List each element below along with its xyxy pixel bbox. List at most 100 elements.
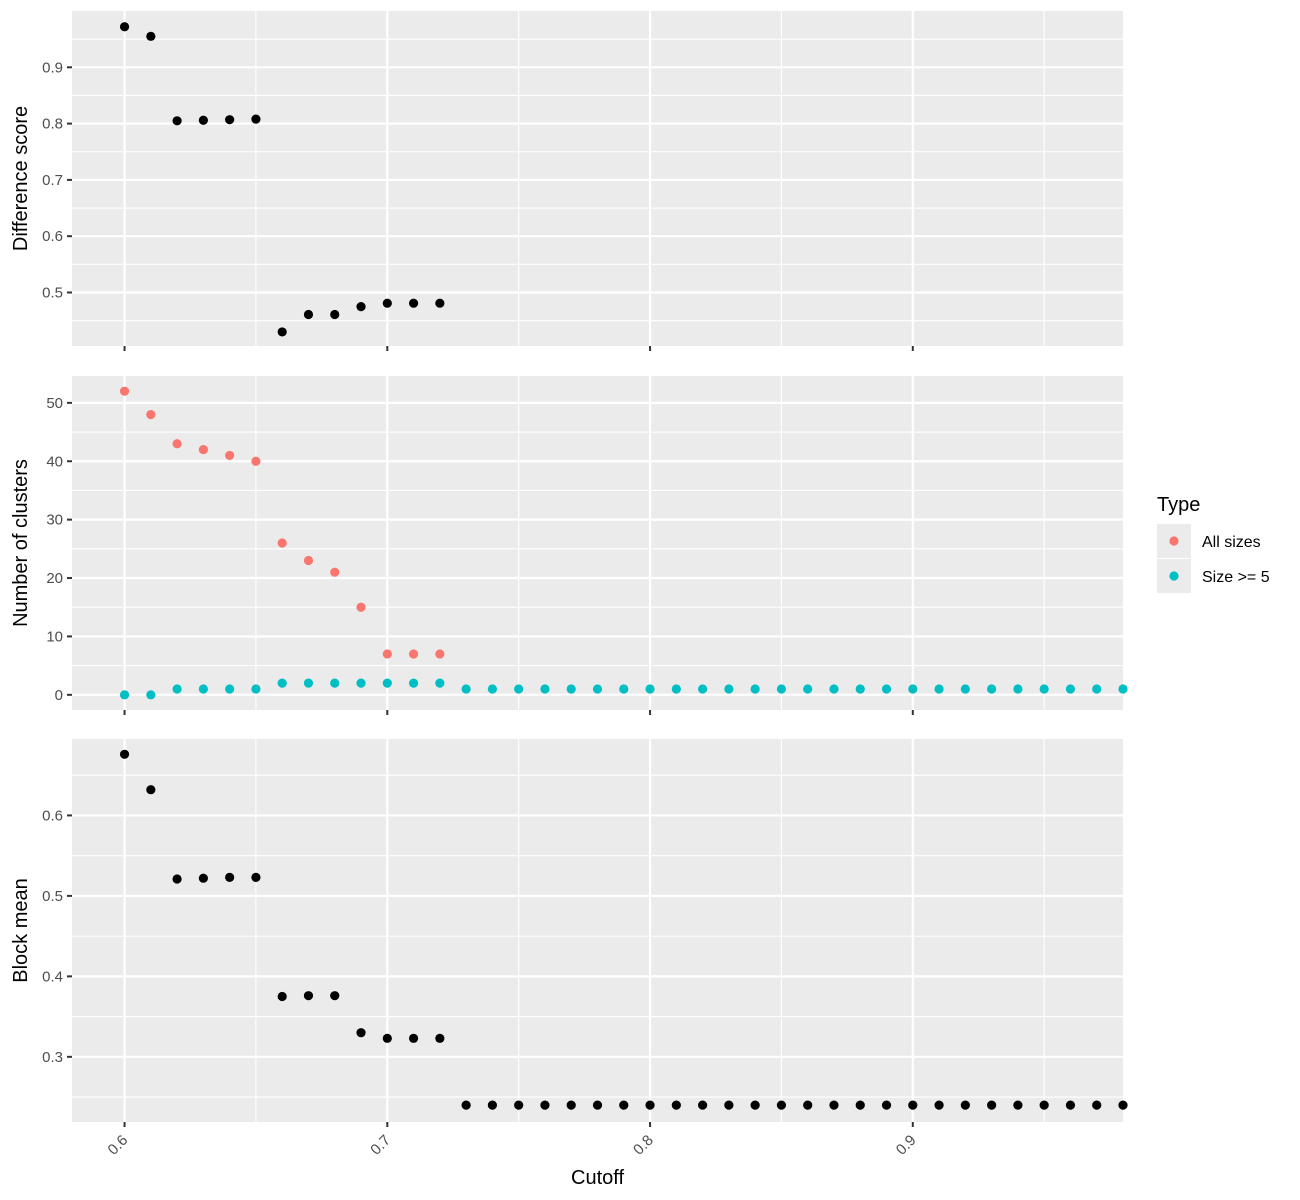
data-point	[435, 298, 445, 308]
data-point	[119, 22, 130, 32]
x-axis-title: Cutoff	[571, 1167, 624, 1189]
data-point	[776, 1100, 787, 1110]
data-point	[172, 684, 182, 694]
data-point	[330, 567, 340, 577]
data-point	[671, 684, 681, 694]
data-point	[592, 1100, 603, 1110]
data-point	[1065, 684, 1076, 694]
data-point	[198, 873, 208, 883]
data-point	[1039, 1100, 1049, 1110]
data-point	[172, 116, 182, 126]
data-point	[330, 991, 340, 1001]
data-point	[881, 1100, 892, 1110]
data-point	[855, 684, 865, 694]
data-point	[382, 678, 392, 688]
data-point	[1092, 1100, 1102, 1110]
data-point	[698, 1100, 708, 1110]
data-point	[1118, 684, 1128, 694]
data-point	[1118, 1100, 1128, 1110]
data-point	[330, 678, 340, 688]
data-point	[934, 1100, 944, 1110]
data-point	[855, 1100, 865, 1110]
data-point	[356, 602, 366, 612]
data-point	[960, 1100, 970, 1110]
data-point	[461, 1100, 471, 1110]
data-point	[119, 749, 130, 759]
data-point	[829, 684, 839, 694]
data-point	[698, 684, 708, 694]
data-point	[251, 456, 261, 466]
legend-key-point	[1169, 536, 1179, 546]
data-point	[382, 298, 392, 308]
x-tick-label: 0.9	[893, 1132, 920, 1159]
y-axis-title: Difference score	[10, 106, 32, 251]
y-tick-label: 0.9	[42, 59, 63, 76]
data-point	[408, 298, 419, 308]
data-point	[1039, 684, 1049, 694]
panel-bottom: 0.3 0.4 0.5 0.6 Block mean 0.6 0.7 0.8 0.9 Cutoff	[10, 739, 1128, 1189]
x-tick-label: 0.8	[630, 1132, 657, 1159]
data-point	[119, 690, 130, 700]
panel-background	[72, 739, 1123, 1122]
data-point	[277, 991, 287, 1002]
data-point	[225, 872, 235, 882]
data-point	[382, 649, 392, 659]
data-point	[435, 678, 445, 688]
data-point	[750, 684, 760, 694]
data-point	[303, 555, 314, 566]
data-point	[671, 1100, 681, 1110]
data-point	[1013, 684, 1023, 694]
data-point	[119, 386, 130, 396]
data-point	[303, 678, 314, 688]
panel-background	[72, 376, 1123, 710]
data-point	[225, 684, 235, 694]
y-tick-label: 0.5	[42, 888, 63, 905]
data-point	[803, 684, 813, 694]
data-point	[908, 684, 918, 694]
data-point	[1092, 684, 1102, 694]
y-tick-label: 0.5	[42, 285, 63, 302]
y-tick-label: 10	[46, 628, 63, 645]
data-point	[987, 684, 997, 694]
data-point	[251, 114, 261, 124]
y-axis-title: Number of clusters	[10, 459, 32, 627]
y-tick-label: 0.6	[42, 228, 63, 245]
data-point	[356, 1028, 366, 1038]
y-tick-label: 0.6	[42, 807, 63, 824]
data-point	[960, 684, 970, 694]
data-point	[1065, 1100, 1076, 1110]
data-point	[172, 874, 182, 884]
data-point	[540, 684, 550, 694]
data-point	[987, 1100, 997, 1110]
data-point	[408, 678, 419, 688]
data-point	[330, 309, 340, 320]
data-point	[461, 684, 471, 694]
data-point	[146, 690, 156, 700]
y-tick-label: 20	[46, 570, 63, 587]
data-point	[645, 684, 655, 694]
x-tick-label: 0.6	[105, 1132, 132, 1159]
data-point	[724, 1100, 734, 1110]
data-point	[487, 684, 497, 694]
data-point	[172, 439, 182, 449]
y-tick-label: 0.4	[42, 968, 63, 985]
data-point	[619, 684, 629, 694]
legend-key-point	[1169, 571, 1179, 581]
data-point	[303, 309, 314, 320]
legend-title: Type	[1157, 494, 1200, 516]
data-point	[277, 327, 287, 337]
panel-middle: 0 10 20 30 40 50 Number of clusters	[10, 376, 1128, 715]
data-point	[356, 301, 366, 312]
data-point	[724, 684, 734, 694]
data-point	[408, 1033, 419, 1043]
data-point	[881, 684, 892, 694]
data-point	[750, 1100, 760, 1110]
data-point	[487, 1100, 497, 1110]
data-point	[277, 678, 287, 688]
y-tick-label: 40	[46, 453, 63, 470]
data-point	[146, 409, 156, 420]
data-point	[382, 1033, 392, 1043]
y-axis-title: Block mean	[10, 878, 32, 983]
data-point	[619, 1100, 629, 1110]
